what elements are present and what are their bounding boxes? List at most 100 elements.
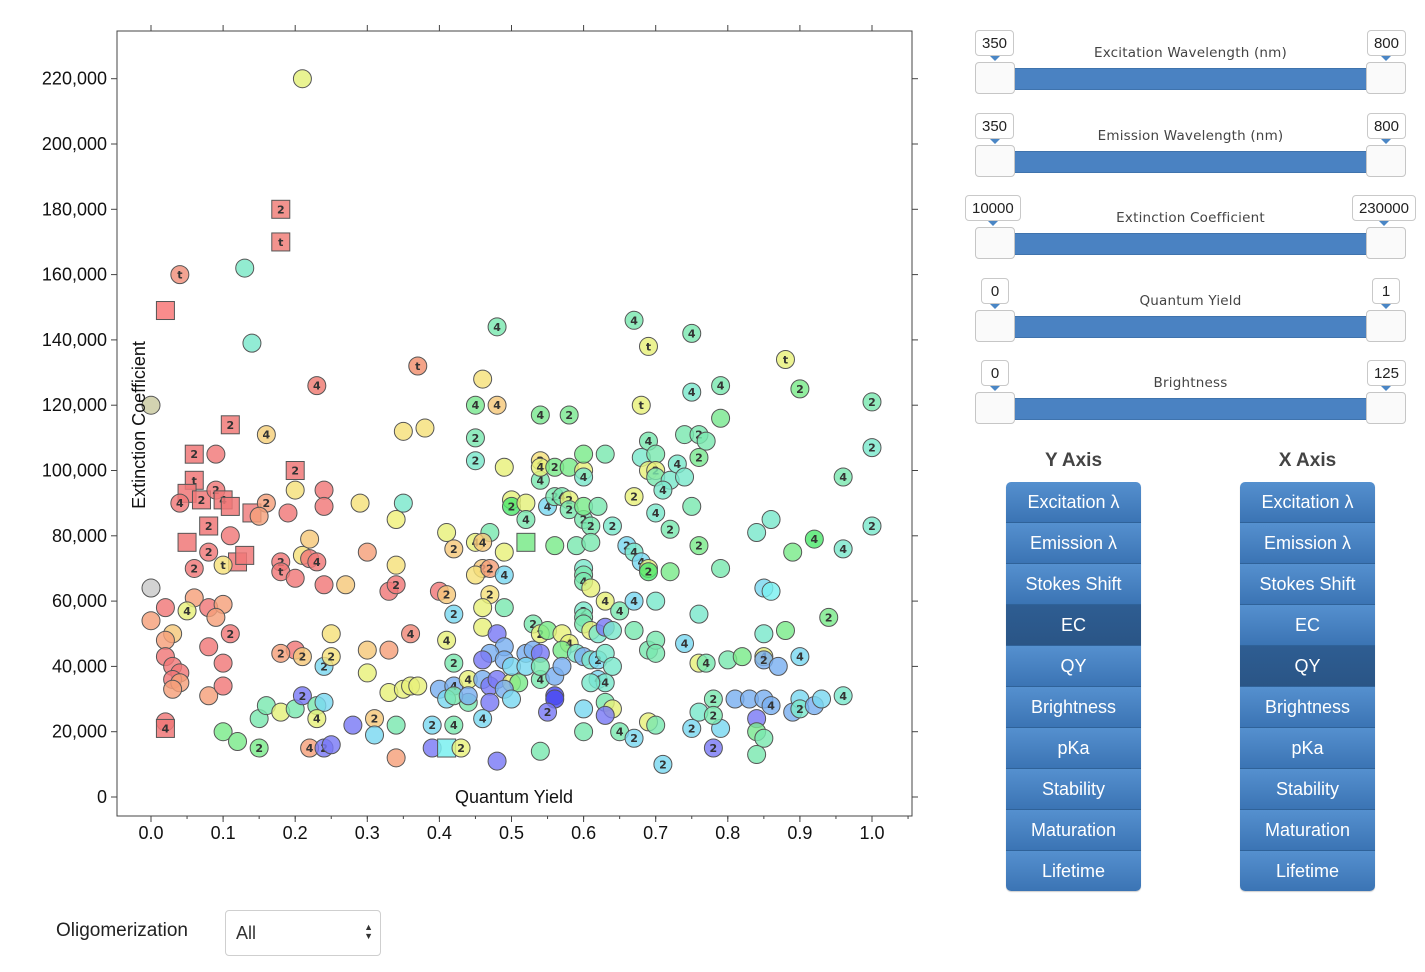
data-point[interactable] xyxy=(574,722,594,742)
data-point[interactable] xyxy=(595,444,615,464)
data-point[interactable] xyxy=(386,509,406,529)
data-point[interactable]: 2 xyxy=(220,624,240,644)
data-point[interactable] xyxy=(220,496,240,516)
data-point[interactable] xyxy=(487,751,507,771)
data-point[interactable] xyxy=(783,542,803,562)
data-point[interactable] xyxy=(480,692,500,712)
data-point[interactable]: 2 xyxy=(480,558,500,578)
data-point[interactable]: 4 xyxy=(610,601,630,621)
data-point[interactable]: 4 xyxy=(646,503,666,523)
data-point[interactable] xyxy=(393,493,413,513)
data-point[interactable]: 4 xyxy=(307,709,327,729)
slider-quantum-yield[interactable]: 0 1 Quantum Yield xyxy=(975,278,1406,350)
data-point[interactable] xyxy=(213,676,233,696)
data-point[interactable]: 4 xyxy=(833,539,853,559)
data-point[interactable] xyxy=(386,748,406,768)
data-point[interactable] xyxy=(646,643,666,663)
data-point[interactable]: 2 xyxy=(184,558,204,578)
data-point[interactable]: 2 xyxy=(285,461,305,480)
data-point[interactable] xyxy=(350,493,370,513)
y_axis-option-lifetime[interactable]: Lifetime xyxy=(1006,851,1141,891)
data-point[interactable] xyxy=(732,647,752,667)
data-point[interactable]: 4 xyxy=(487,317,507,337)
data-point[interactable]: 2 xyxy=(199,542,219,562)
y_axis-option-pka[interactable]: pKa xyxy=(1006,728,1141,769)
data-point[interactable] xyxy=(336,575,356,595)
data-point[interactable]: 2 xyxy=(638,562,658,582)
data-point[interactable] xyxy=(473,650,493,670)
data-point[interactable] xyxy=(285,568,305,588)
data-point[interactable]: 2 xyxy=(444,539,464,559)
data-point[interactable]: 4 xyxy=(494,565,514,585)
data-point[interactable]: 2 xyxy=(862,392,882,412)
data-point[interactable]: 4 xyxy=(624,591,644,611)
data-point[interactable]: 2 xyxy=(819,607,839,627)
data-point[interactable] xyxy=(754,728,774,748)
data-point[interactable] xyxy=(530,656,550,676)
data-point[interactable]: 2 xyxy=(437,585,457,605)
data-point[interactable] xyxy=(235,545,255,565)
data-point[interactable]: 2 xyxy=(559,405,579,425)
slider-range-bar[interactable] xyxy=(995,233,1386,255)
slider-range-bar[interactable] xyxy=(995,68,1386,90)
data-point[interactable] xyxy=(386,555,406,575)
data-point[interactable] xyxy=(292,69,312,89)
data-point[interactable] xyxy=(314,496,334,516)
data-point[interactable]: 4 xyxy=(401,624,421,644)
data-point[interactable]: 4 xyxy=(437,630,457,650)
data-point[interactable] xyxy=(660,562,680,582)
data-point[interactable] xyxy=(581,673,601,693)
data-point[interactable] xyxy=(761,581,781,601)
data-point[interactable]: 4 xyxy=(804,529,824,549)
data-point[interactable] xyxy=(545,536,565,556)
data-point[interactable]: 4 xyxy=(833,467,853,487)
data-point[interactable] xyxy=(552,656,572,676)
data-point[interactable]: 4 xyxy=(711,376,731,396)
data-point[interactable]: t xyxy=(775,349,795,369)
x_axis-option-brightness[interactable]: Brightness xyxy=(1240,687,1375,728)
data-point[interactable] xyxy=(747,523,767,543)
data-point[interactable] xyxy=(458,686,478,706)
data-point[interactable]: 2 xyxy=(653,754,673,774)
data-point[interactable]: 2 xyxy=(444,653,464,673)
data-point[interactable]: t xyxy=(638,336,658,356)
data-point[interactable] xyxy=(494,598,514,618)
data-point[interactable]: 4 xyxy=(487,395,507,415)
data-point[interactable] xyxy=(155,301,175,321)
data-point[interactable]: 4 xyxy=(465,395,485,415)
data-point[interactable] xyxy=(249,506,269,526)
data-point[interactable] xyxy=(754,624,774,644)
data-point[interactable]: 2 xyxy=(602,516,622,536)
slider-range-bar[interactable] xyxy=(995,316,1386,338)
data-point[interactable] xyxy=(300,529,320,549)
data-point[interactable] xyxy=(213,722,233,742)
data-point[interactable]: 4 xyxy=(675,634,695,654)
data-point[interactable]: 4 xyxy=(696,653,716,673)
data-point[interactable] xyxy=(141,395,161,415)
data-point[interactable] xyxy=(588,496,608,516)
data-point[interactable]: 4 xyxy=(473,709,493,729)
data-point[interactable] xyxy=(581,532,601,552)
data-point[interactable]: 2 xyxy=(624,728,644,748)
slider-max-handle[interactable] xyxy=(1366,310,1406,342)
data-point[interactable] xyxy=(321,735,341,755)
data-point[interactable] xyxy=(213,653,233,673)
data-point[interactable] xyxy=(761,509,781,529)
data-point[interactable] xyxy=(574,699,594,719)
data-point[interactable] xyxy=(494,542,514,562)
x_axis-option-pka[interactable]: pKa xyxy=(1240,728,1375,769)
slider-range-bar[interactable] xyxy=(995,398,1386,420)
data-point[interactable]: 4 xyxy=(155,718,175,738)
data-point[interactable]: 4 xyxy=(761,696,781,716)
y_axis-option-brightness[interactable]: Brightness xyxy=(1006,687,1141,728)
slider-max-handle[interactable] xyxy=(1366,227,1406,259)
data-point[interactable] xyxy=(696,431,716,451)
data-point[interactable]: 2 xyxy=(465,428,485,448)
data-point[interactable]: 2 xyxy=(271,643,291,663)
slider-range-bar[interactable] xyxy=(995,151,1386,173)
x_axis-option-excitation[interactable]: Excitation λ xyxy=(1240,482,1375,523)
data-point[interactable] xyxy=(473,598,493,618)
data-point[interactable]: 2 xyxy=(862,438,882,458)
data-point[interactable]: t xyxy=(408,356,428,376)
data-point[interactable] xyxy=(775,620,795,640)
